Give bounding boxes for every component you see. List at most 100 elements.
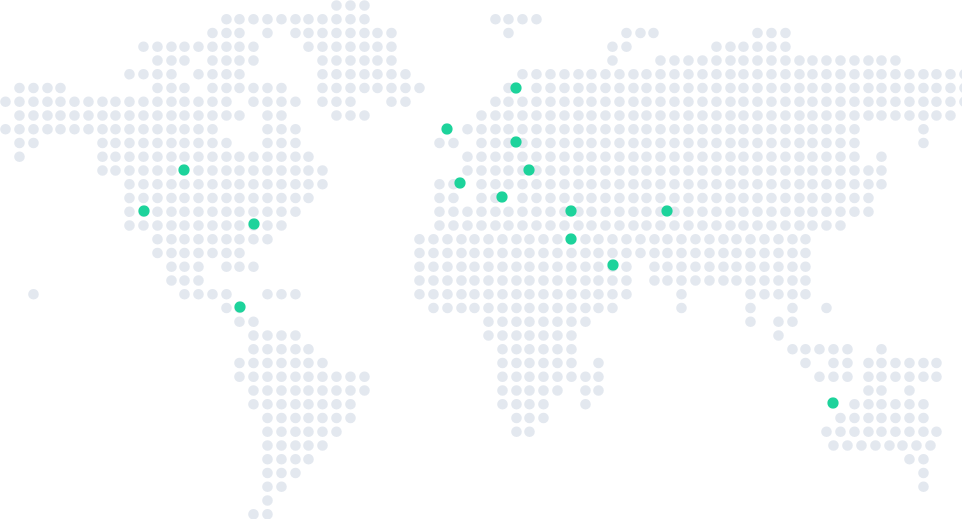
land-dot	[317, 96, 328, 108]
land-dot	[179, 233, 190, 245]
land-dot	[234, 68, 245, 80]
land-dot	[697, 110, 708, 121]
land-dot	[890, 68, 901, 80]
land-dot	[676, 275, 687, 286]
land-dot	[863, 82, 874, 94]
land-dot	[918, 412, 929, 424]
land-dot	[531, 137, 542, 149]
land-dot	[303, 357, 314, 369]
land-dot	[725, 151, 736, 163]
land-dot	[317, 357, 328, 369]
land-dot	[690, 233, 701, 245]
land-dot	[476, 123, 487, 135]
land-dot	[704, 261, 715, 273]
land-dot	[683, 151, 694, 163]
land-dot	[538, 357, 549, 369]
land-dot	[124, 220, 135, 231]
land-dot	[876, 398, 887, 410]
land-dot	[386, 41, 397, 53]
land-dot	[497, 316, 508, 328]
land-dot	[234, 27, 245, 39]
land-dot	[931, 426, 942, 438]
land-dot	[552, 302, 563, 314]
location-marker[interactable]	[178, 164, 190, 176]
land-dot	[193, 178, 204, 190]
land-dot	[524, 233, 535, 245]
location-marker[interactable]	[510, 82, 522, 94]
location-marker[interactable]	[565, 205, 577, 217]
location-marker[interactable]	[248, 218, 260, 230]
land-dot	[248, 371, 259, 383]
land-dot	[462, 220, 473, 231]
land-dot	[773, 247, 784, 259]
land-dot	[276, 96, 287, 108]
land-dot	[725, 68, 736, 80]
land-dot	[166, 96, 177, 108]
land-dot	[704, 247, 715, 259]
land-dot	[918, 453, 929, 465]
location-marker[interactable]	[523, 164, 535, 176]
land-dot	[697, 178, 708, 190]
land-dot	[821, 110, 832, 121]
land-dot	[711, 192, 722, 204]
location-marker[interactable]	[234, 301, 246, 313]
land-dot	[152, 82, 163, 94]
location-marker[interactable]	[496, 191, 508, 203]
land-dot	[780, 137, 791, 149]
land-dot	[276, 110, 287, 121]
land-dot	[456, 275, 467, 286]
location-marker[interactable]	[565, 233, 577, 245]
land-dot	[697, 82, 708, 94]
land-dot	[372, 41, 383, 53]
land-dot	[290, 343, 301, 355]
location-marker[interactable]	[827, 397, 839, 409]
land-dot	[193, 110, 204, 121]
location-marker[interactable]	[138, 205, 150, 217]
land-dot	[469, 261, 480, 273]
land-dot	[621, 247, 632, 259]
land-dot	[262, 453, 273, 465]
land-dot	[152, 178, 163, 190]
location-marker[interactable]	[661, 205, 673, 217]
land-dot	[690, 247, 701, 259]
land-dot	[517, 192, 528, 204]
land-dot	[124, 151, 135, 163]
land-dot	[262, 137, 273, 149]
land-dot	[28, 82, 39, 94]
land-dot	[711, 137, 722, 149]
location-marker[interactable]	[510, 136, 522, 148]
land-dot	[655, 165, 666, 176]
land-dot	[83, 96, 94, 108]
land-dot	[42, 96, 53, 108]
land-dot	[918, 137, 929, 149]
land-dot	[745, 316, 756, 328]
land-dot	[600, 192, 611, 204]
land-dot	[890, 55, 901, 66]
location-marker[interactable]	[607, 259, 619, 271]
land-dot	[442, 302, 453, 314]
land-dot	[262, 357, 273, 369]
land-dot	[179, 192, 190, 204]
land-dot	[262, 426, 273, 438]
land-dot	[442, 288, 453, 300]
land-dot	[262, 233, 273, 245]
land-dot	[55, 110, 66, 121]
location-marker[interactable]	[454, 177, 466, 189]
land-dot	[849, 123, 860, 135]
land-dot	[573, 82, 584, 94]
land-dot	[262, 27, 273, 39]
location-marker[interactable]	[441, 123, 453, 135]
land-dot	[552, 233, 563, 245]
land-dot	[511, 261, 522, 273]
land-dot	[193, 220, 204, 231]
land-dot	[780, 96, 791, 108]
land-dot	[566, 288, 577, 300]
land-dot	[152, 233, 163, 245]
land-dot	[759, 275, 770, 286]
land-dot	[552, 385, 563, 396]
land-dot	[497, 233, 508, 245]
land-dot	[566, 371, 577, 383]
land-dot	[207, 55, 218, 66]
land-dot	[303, 440, 314, 451]
